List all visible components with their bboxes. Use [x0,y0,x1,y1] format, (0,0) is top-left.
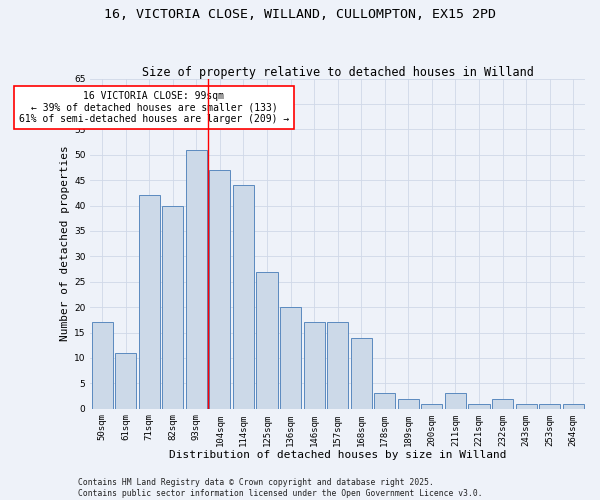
Text: 16 VICTORIA CLOSE: 99sqm
← 39% of detached houses are smaller (133)
61% of semi-: 16 VICTORIA CLOSE: 99sqm ← 39% of detach… [19,91,289,124]
Bar [115,353,136,408]
Bar [304,322,325,408]
Bar [445,394,466,408]
Y-axis label: Number of detached properties: Number of detached properties [60,146,70,342]
Bar [186,150,207,408]
Bar [327,322,348,408]
Bar [209,170,230,408]
Bar [233,185,254,408]
Bar [469,404,490,408]
Bar [374,394,395,408]
Bar [398,398,419,408]
Bar [139,196,160,408]
Bar [256,272,278,408]
Bar [515,404,537,408]
Bar [492,398,513,408]
Bar [539,404,560,408]
Bar [280,307,301,408]
Bar [563,404,584,408]
Bar [350,338,372,408]
Title: Size of property relative to detached houses in Willand: Size of property relative to detached ho… [142,66,533,78]
Bar [421,404,442,408]
Bar [92,322,113,408]
Text: 16, VICTORIA CLOSE, WILLAND, CULLOMPTON, EX15 2PD: 16, VICTORIA CLOSE, WILLAND, CULLOMPTON,… [104,8,496,20]
Text: Contains HM Land Registry data © Crown copyright and database right 2025.
Contai: Contains HM Land Registry data © Crown c… [78,478,482,498]
Bar [162,206,184,408]
X-axis label: Distribution of detached houses by size in Willand: Distribution of detached houses by size … [169,450,506,460]
